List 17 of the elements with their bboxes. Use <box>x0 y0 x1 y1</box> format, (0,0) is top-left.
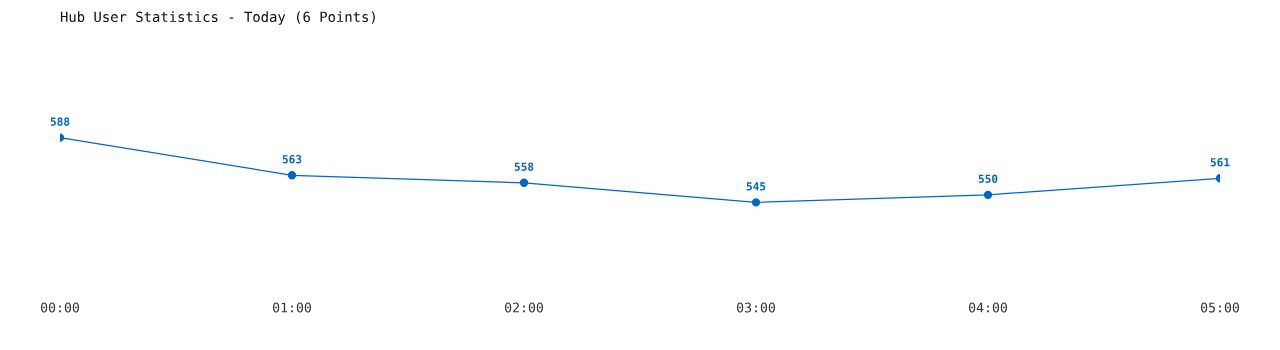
data-label: 563 <box>282 154 302 164</box>
data-label: 588 <box>50 117 70 126</box>
data-label: 561 <box>1210 158 1230 167</box>
x-tick-label: 04:00 <box>969 302 1007 313</box>
point <box>287 171 297 180</box>
point <box>519 178 529 187</box>
x-tick-label: 03:00 <box>737 302 775 313</box>
point <box>983 190 993 199</box>
x-tick-label: 00:00 <box>41 302 79 313</box>
data-label: 550 <box>978 174 998 183</box>
data-label: 558 <box>514 162 534 171</box>
x-tick-label: 01:00 <box>273 302 311 313</box>
data-label: 545 <box>746 182 766 191</box>
x-tick-label: 02:00 <box>505 302 543 313</box>
chart-title: Hub User Statistics - Today (6 Points) <box>60 11 375 25</box>
x-tick-label: 05:00 <box>1201 302 1239 313</box>
point <box>751 198 761 207</box>
